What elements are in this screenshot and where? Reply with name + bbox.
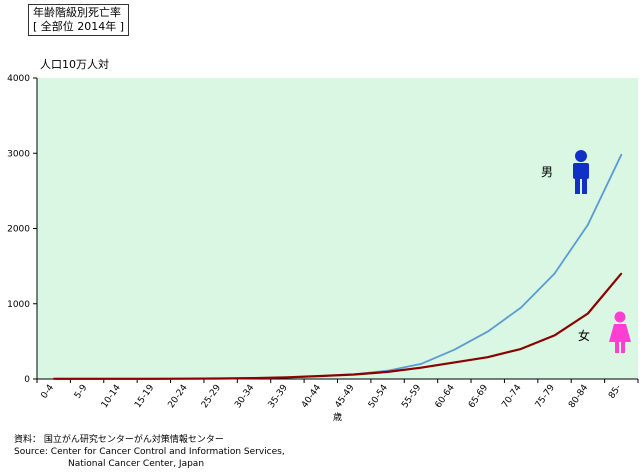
data-point (219, 377, 222, 380)
chart-title: 年齢階級別死亡率 (33, 6, 121, 19)
data-point (553, 272, 556, 275)
y-tick-label: 4000 (7, 74, 30, 84)
data-point (52, 377, 55, 380)
female-figure-icon (609, 311, 631, 353)
y-tick-label: 1000 (7, 300, 30, 310)
data-point (553, 334, 556, 337)
source-line-3: National Cancer Center, Japan (68, 459, 205, 469)
y-tick-label: 0 (24, 375, 30, 385)
data-point (86, 377, 88, 380)
data-point (253, 377, 255, 379)
data-point (119, 377, 122, 380)
chart-subtitle: [ 全部位 2014年 ] (33, 20, 125, 33)
x-tick-label: 25-29 (200, 383, 223, 410)
series-label-female: 女 (578, 328, 590, 343)
data-point (587, 223, 589, 226)
data-point (453, 361, 456, 364)
x-tick-label: 65-69 (467, 383, 490, 410)
x-tick-label: 85- (607, 383, 624, 401)
y-axis-label: 人口10万人対 (40, 58, 109, 71)
x-tick-label: 80-84 (567, 383, 590, 410)
x-tick-label: 55-59 (400, 383, 423, 410)
x-tick-label: 75-79 (534, 383, 557, 410)
male-figure-icon (573, 150, 589, 194)
y-tick-label: 2000 (7, 225, 30, 235)
data-point (520, 348, 523, 350)
chart-title-box: 年齢階級別死亡率 [ 全部位 2014年 ] (28, 4, 130, 36)
data-point (152, 377, 155, 380)
data-point (620, 153, 623, 156)
x-tick-label: 45-49 (333, 383, 356, 410)
source-note: 資料： 国立がん研究センターがん対策情報センター Source: Center … (14, 434, 285, 470)
series-line-female (53, 272, 623, 380)
source-line-2: Source: Center for Cancer Control and In… (14, 447, 285, 457)
source-line-1: 資料： 国立がん研究センターがん対策情報センター (14, 435, 224, 445)
x-tick-label: 30-34 (233, 383, 256, 410)
data-point (453, 348, 456, 351)
x-tick-label: 60-64 (434, 383, 457, 410)
data-point (353, 373, 356, 376)
data-point (186, 377, 189, 380)
x-axis-label: 歳 (333, 411, 342, 423)
data-point (420, 363, 422, 365)
data-point (286, 376, 289, 379)
data-point (486, 356, 489, 359)
data-point (420, 366, 422, 369)
x-tick-label: 15-19 (133, 383, 156, 410)
x-tick-label: 10-14 (100, 383, 123, 410)
data-point (386, 370, 389, 373)
y-tick-label: 3000 (7, 149, 30, 159)
plot-area (37, 78, 638, 379)
x-tick-label: 40-44 (300, 383, 323, 410)
x-tick-label: 5-9 (73, 383, 90, 401)
data-point (620, 272, 623, 275)
x-tick-label: 0-4 (40, 383, 57, 401)
series-label-male: 男 (541, 165, 553, 179)
x-tick-label: 20-24 (167, 383, 190, 410)
x-tick-label: 50-54 (367, 383, 390, 410)
x-tick-label: 70-74 (500, 383, 523, 410)
data-point (587, 312, 589, 315)
data-point (319, 375, 322, 377)
x-tick-label: 35-39 (267, 383, 290, 410)
data-point (520, 306, 523, 309)
data-point (486, 330, 489, 333)
